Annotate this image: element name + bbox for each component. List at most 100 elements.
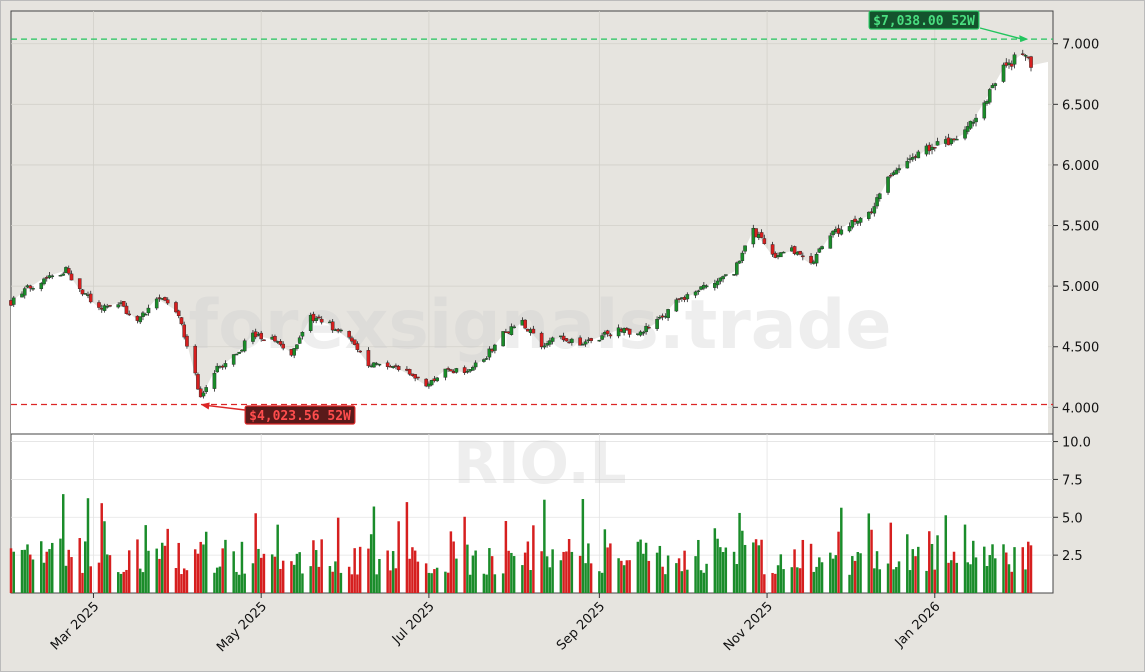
volume-bar-down xyxy=(317,566,321,593)
volume-bar-up xyxy=(257,548,260,593)
volume-bar-up xyxy=(897,561,901,593)
volume-bar-up xyxy=(144,525,147,593)
candle-up xyxy=(916,151,921,159)
candle-up xyxy=(581,344,585,346)
candle-up xyxy=(886,176,890,193)
volume-bar-down xyxy=(870,529,873,593)
volume-bar-down xyxy=(433,569,436,593)
candle-up xyxy=(982,102,987,119)
volume-bar-up xyxy=(455,558,458,593)
candle-down xyxy=(413,374,417,379)
volume-bar-down xyxy=(853,560,857,593)
volume-bar-up xyxy=(702,572,706,593)
candle-up xyxy=(779,252,783,258)
candle-down xyxy=(754,228,758,238)
volume-bar-down xyxy=(771,572,774,593)
candle-up xyxy=(454,368,459,373)
volume-bar-up xyxy=(501,573,505,593)
volume-bar-up xyxy=(435,567,439,593)
volume-bar-up xyxy=(741,530,744,593)
volume-bar-down xyxy=(320,539,323,593)
candle-down xyxy=(416,376,420,379)
volume-bar-up xyxy=(716,538,719,593)
candlestick-series xyxy=(9,49,1033,399)
volume-bar-up xyxy=(1002,544,1005,593)
candle-up xyxy=(138,316,143,323)
candle-up xyxy=(509,326,514,335)
volume-bar-down xyxy=(449,531,453,593)
volume-bar-up xyxy=(295,553,299,593)
candle-up xyxy=(391,366,395,368)
volume-bar-up xyxy=(237,574,241,593)
candle-up xyxy=(473,362,478,368)
candle-up xyxy=(685,294,690,300)
volume-bar-up xyxy=(867,513,871,593)
volume-bar-up xyxy=(103,521,106,593)
volume-bar-up xyxy=(820,562,824,593)
volume-bar-up xyxy=(147,550,150,593)
volume-bar-up xyxy=(719,547,722,593)
volume-bar-up xyxy=(598,571,601,593)
volume-bar-down xyxy=(424,563,428,593)
candle-up xyxy=(877,193,882,200)
volume-grid xyxy=(11,434,1053,593)
volume-bar-down xyxy=(1027,541,1030,593)
volume-bar-down xyxy=(620,560,623,593)
volume-bar-up xyxy=(375,574,378,593)
candle-up xyxy=(583,341,588,345)
candle-down xyxy=(80,289,85,295)
volume-bar-down xyxy=(774,573,777,593)
volume-bar-down xyxy=(350,574,354,593)
volume-bar-down xyxy=(490,556,494,593)
volume-bar-down xyxy=(259,557,263,593)
volume-bar-up xyxy=(878,569,882,593)
candle-down xyxy=(605,330,610,335)
candle-down xyxy=(366,350,371,367)
candle-up xyxy=(251,332,255,342)
volume-bar-up xyxy=(42,562,46,593)
candle-down xyxy=(798,250,802,255)
volume-bar-down xyxy=(647,560,651,593)
volume-bar-up xyxy=(105,554,109,593)
candle-down xyxy=(281,343,285,349)
candle-down xyxy=(677,298,681,300)
candle-down xyxy=(801,255,805,258)
candle-up xyxy=(674,299,679,312)
volume-bar-up xyxy=(988,555,992,593)
candle-up xyxy=(42,278,46,285)
volume-bar-up xyxy=(570,551,574,593)
candle-down xyxy=(66,268,71,274)
candle-up xyxy=(974,117,978,123)
candle-up xyxy=(693,291,698,296)
candle-up xyxy=(715,280,720,286)
candle-down xyxy=(157,297,162,299)
volume-bar-up xyxy=(369,534,373,593)
candle-up xyxy=(471,366,475,371)
candle-up xyxy=(237,351,241,354)
volume-bar-up xyxy=(848,574,851,593)
volume-bar-up xyxy=(840,507,843,593)
volume-bar-down xyxy=(405,502,409,593)
candle-down xyxy=(358,350,362,353)
candle-down xyxy=(259,332,263,340)
candle-up xyxy=(465,371,470,373)
volume-bar-up xyxy=(664,574,667,593)
candle-down xyxy=(165,299,170,304)
volume-bar-up xyxy=(83,541,87,593)
candle-up xyxy=(965,126,970,132)
price-axis: 4.000 4.500 5.000 5.500 6.000 6.500 7.000 xyxy=(1053,38,1099,416)
volume-bar-up xyxy=(339,572,343,593)
volume-bar-down xyxy=(358,546,362,593)
volume-bar-up xyxy=(694,556,697,593)
volume-bar-up xyxy=(548,567,552,593)
volume-bar-up xyxy=(743,544,747,593)
candle-down xyxy=(1009,63,1014,67)
volume-bar-down xyxy=(290,561,293,593)
candle-up xyxy=(597,339,602,342)
volume-bar-up xyxy=(26,544,29,593)
candle-down xyxy=(108,305,112,307)
candle-down xyxy=(174,302,178,313)
candle-up xyxy=(814,254,819,264)
volume-bar-up xyxy=(587,543,590,593)
volume-bar-up xyxy=(686,569,689,593)
